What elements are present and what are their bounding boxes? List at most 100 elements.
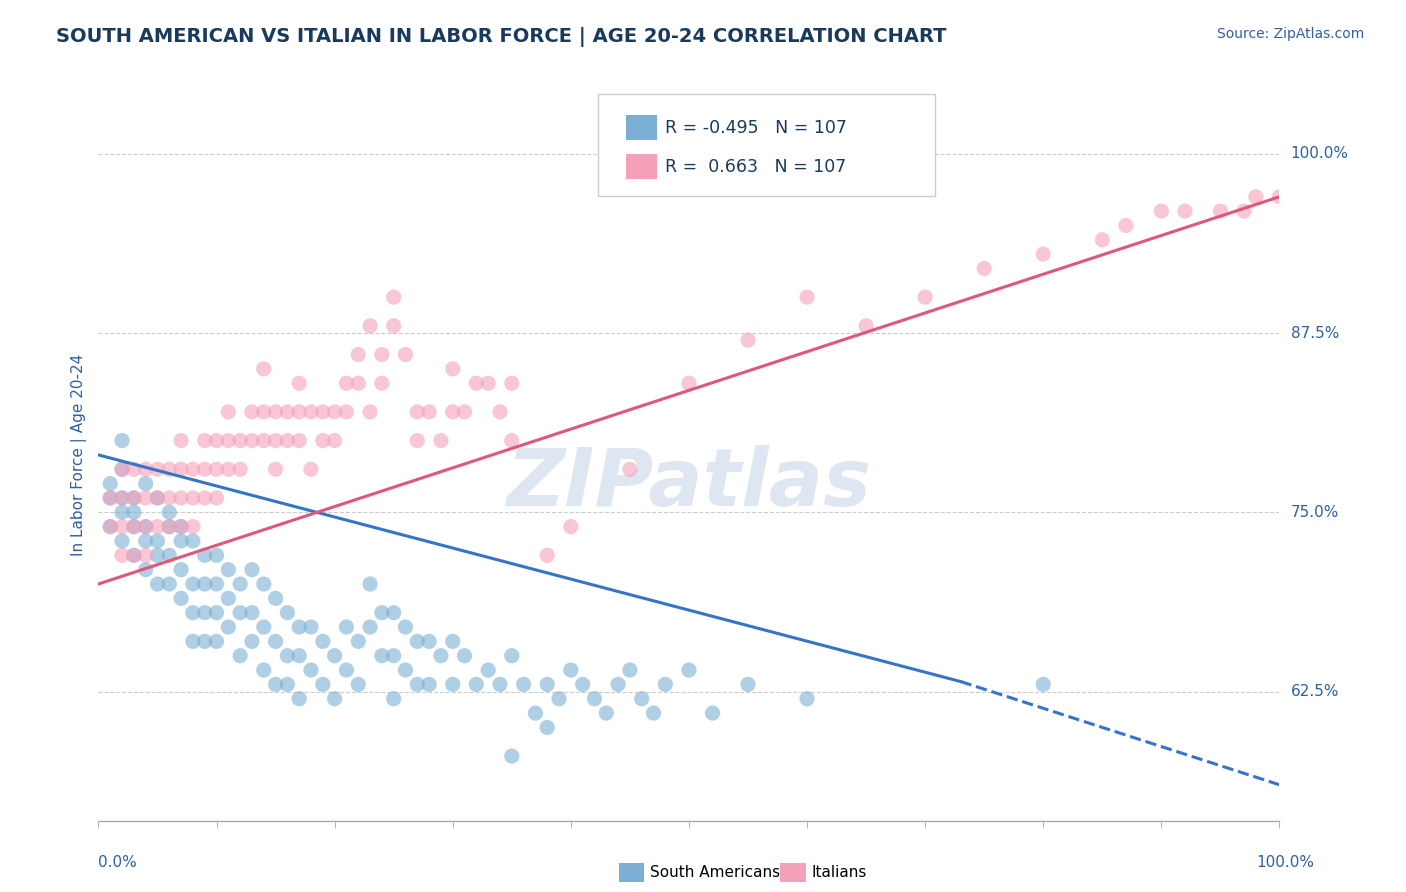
Point [524,706,547,720]
Point [536,720,558,734]
Point [170,533,193,548]
Point [359,620,381,634]
Point [1174,204,1197,219]
Point [678,663,700,677]
Point [205,491,228,505]
Point [111,462,134,476]
Point [323,648,346,663]
Point [135,563,157,577]
Point [453,648,475,663]
Text: South Americans: South Americans [650,865,780,880]
Text: Source: ZipAtlas.com: Source: ZipAtlas.com [1216,27,1364,41]
Point [264,462,287,476]
Y-axis label: In Labor Force | Age 20-24: In Labor Force | Age 20-24 [72,354,87,556]
Point [264,591,287,606]
Point [299,462,322,476]
Point [229,577,252,591]
Point [643,706,665,720]
Point [157,519,180,533]
Point [253,405,276,419]
Point [371,347,394,361]
Point [217,405,239,419]
Point [548,691,571,706]
Point [170,491,193,505]
Point [264,634,287,648]
Point [229,462,252,476]
Point [288,434,311,448]
Text: 0.0%: 0.0% [98,855,138,870]
Point [157,491,180,505]
Point [264,677,287,691]
Point [135,519,157,533]
Point [1268,190,1291,204]
Point [347,677,370,691]
Text: 100.0%: 100.0% [1257,855,1315,870]
Point [111,549,134,563]
Point [382,691,405,706]
Text: 100.0%: 100.0% [1291,146,1348,161]
Point [288,648,311,663]
Point [276,405,298,419]
Point [1244,190,1267,204]
Point [170,563,193,577]
Point [276,648,298,663]
Point [253,362,276,376]
Point [323,405,346,419]
Point [359,577,381,591]
Point [630,691,652,706]
Point [240,606,263,620]
Point [157,505,180,519]
Point [111,462,134,476]
Point [312,634,335,648]
Point [406,677,429,691]
Point [157,462,180,476]
Point [98,519,121,533]
Point [607,677,630,691]
Point [111,519,134,533]
Point [1091,233,1114,247]
Point [122,549,145,563]
Point [194,634,217,648]
Text: 62.5%: 62.5% [1291,684,1339,699]
Point [702,706,724,720]
Point [501,376,523,391]
Point [299,620,322,634]
Point [441,634,464,648]
Point [146,462,169,476]
Point [181,462,204,476]
Point [146,491,169,505]
Point [111,491,134,505]
Point [347,347,370,361]
Point [205,462,228,476]
Point [382,648,405,663]
Point [170,519,193,533]
Point [240,634,263,648]
Point [98,491,121,505]
Point [181,519,204,533]
Point [194,577,217,591]
Point [335,663,357,677]
Point [240,405,263,419]
Point [382,606,405,620]
Point [146,577,169,591]
Point [217,434,239,448]
Point [288,405,311,419]
Point [1032,247,1054,261]
Point [122,519,145,533]
Point [288,620,311,634]
Point [111,505,134,519]
Point [157,549,180,563]
Point [406,634,429,648]
Point [122,505,145,519]
Point [181,606,204,620]
Point [441,362,464,376]
Point [217,591,239,606]
Point [240,563,263,577]
Text: 87.5%: 87.5% [1291,326,1339,341]
Point [170,591,193,606]
Point [394,347,416,361]
Point [157,577,180,591]
Point [217,462,239,476]
Point [135,491,157,505]
Point [583,691,606,706]
